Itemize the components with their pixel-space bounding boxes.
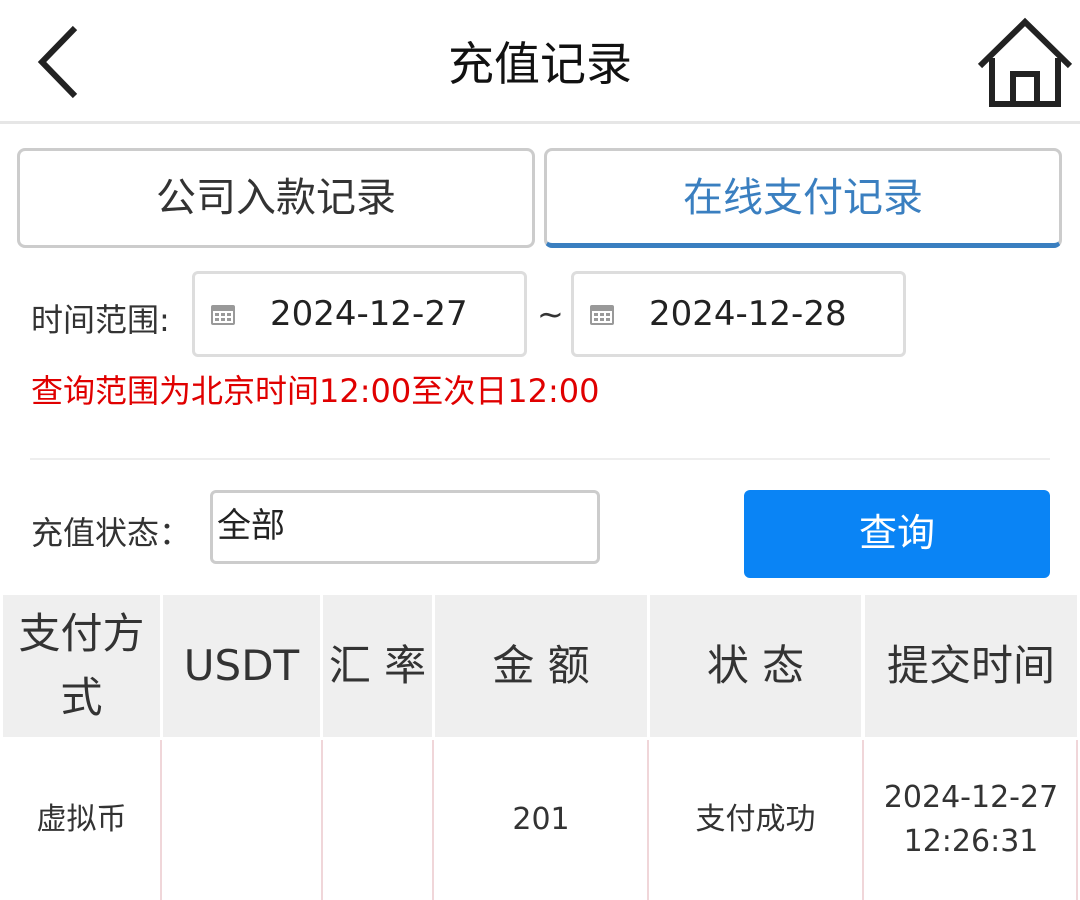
start-date-value: 2024-12-27: [270, 294, 468, 334]
column-divider: [862, 740, 864, 900]
tab-company-deposit[interactable]: 公司入款记录: [17, 148, 535, 248]
column-divider: [160, 740, 162, 900]
header-amount: 金 额: [435, 595, 647, 737]
header-status: 状 态: [650, 595, 861, 737]
calendar-icon: [590, 305, 614, 325]
column-divider: [321, 740, 323, 900]
header-usdt: USDT: [163, 595, 320, 737]
end-date-input[interactable]: 2024-12-28: [571, 271, 906, 357]
header-payment-method: 支付方式: [3, 595, 160, 737]
header-submit-time: 提交时间: [865, 595, 1077, 737]
back-icon[interactable]: [30, 22, 90, 102]
cell-status: 支付成功: [695, 802, 816, 837]
tab-online-payment[interactable]: 在线支付记录: [544, 148, 1062, 248]
cell-rate: [323, 740, 432, 900]
time-range-label: 时间范围:: [31, 301, 170, 339]
home-icon[interactable]: [975, 16, 1075, 108]
cell-amount: 201: [512, 802, 570, 837]
status-select[interactable]: 全部: [210, 490, 600, 564]
column-divider: [1076, 740, 1078, 900]
column-divider: [647, 740, 649, 900]
page-title: 充值记录: [448, 37, 632, 91]
status-label: 充值状态：: [31, 514, 192, 552]
header-rate: 汇 率: [323, 595, 432, 737]
column-divider: [432, 740, 434, 900]
query-range-note: 查询范围为北京时间12:00至次日12:00: [31, 372, 600, 410]
start-date-input[interactable]: 2024-12-27: [192, 271, 527, 357]
date-separator: ~: [537, 295, 564, 333]
divider: [30, 458, 1050, 460]
top-bar: 充值记录: [0, 0, 1080, 124]
query-button[interactable]: 查询: [744, 490, 1050, 578]
cell-payment-method: 虚拟币: [36, 802, 127, 837]
end-date-value: 2024-12-28: [649, 294, 847, 334]
cell-usdt: [163, 740, 320, 900]
calendar-icon: [211, 305, 235, 325]
cell-submit-time: 2024-12-27 12:26:31: [883, 780, 1059, 859]
